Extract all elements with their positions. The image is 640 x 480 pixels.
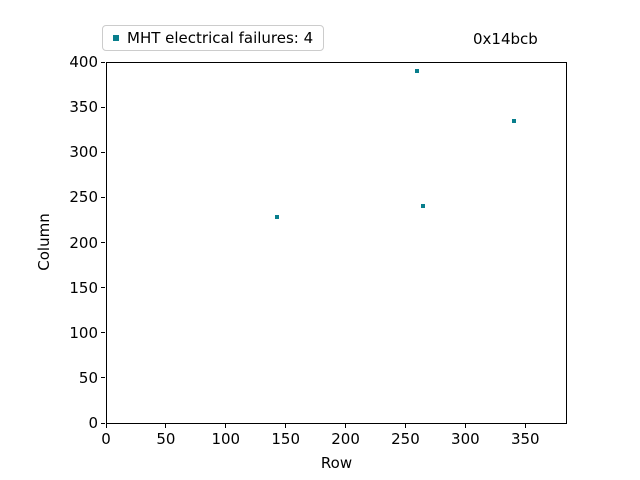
y-axis-label: Column — [35, 213, 53, 271]
x-tick-mark — [165, 424, 167, 428]
x-tick-label: 350 — [510, 430, 540, 448]
y-tick-label: 250 — [69, 188, 98, 207]
y-tick-mark — [101, 61, 105, 63]
y-tick-label: 150 — [69, 278, 98, 297]
annotation-text: 0x14bcb — [473, 30, 538, 48]
data-point — [512, 118, 517, 123]
y-tick-label: 0 — [88, 414, 98, 432]
y-tick-label: 200 — [69, 233, 98, 252]
y-tick-mark — [101, 377, 105, 379]
y-tick-label: 300 — [69, 143, 98, 162]
y-tick-mark — [101, 332, 105, 334]
x-tick-mark — [464, 424, 466, 428]
x-tick-label: 50 — [156, 430, 176, 448]
x-tick-mark — [345, 424, 347, 428]
x-tick-label: 300 — [451, 430, 480, 448]
legend: MHT electrical failures: 4 — [102, 25, 325, 51]
y-tick-label: 400 — [69, 53, 98, 71]
legend-label: MHT electrical failures: 4 — [127, 29, 314, 47]
x-tick-label: 150 — [271, 430, 300, 448]
y-tick-label: 350 — [69, 98, 98, 117]
y-tick-mark — [101, 151, 105, 153]
y-tick-label: 50 — [78, 368, 98, 387]
x-tick-mark — [404, 424, 406, 428]
plot-area — [106, 62, 567, 424]
x-tick-mark — [524, 424, 526, 428]
y-tick-mark — [101, 106, 105, 108]
x-tick-label: 100 — [211, 430, 241, 448]
x-tick-mark — [225, 424, 227, 428]
y-tick-mark — [101, 422, 105, 424]
y-tick-mark — [101, 242, 105, 243]
x-tick-label: 0 — [101, 430, 111, 448]
x-tick-mark — [105, 424, 107, 428]
square-marker-icon — [113, 35, 119, 41]
data-point — [275, 215, 280, 220]
data-point — [421, 204, 426, 209]
y-tick-mark — [101, 287, 105, 289]
x-tick-label: 250 — [391, 430, 420, 448]
data-point — [415, 69, 420, 74]
y-tick-label: 100 — [69, 323, 98, 342]
x-tick-mark — [285, 424, 287, 428]
x-axis-label: Row — [320, 454, 353, 472]
x-tick-label: 200 — [331, 430, 360, 448]
y-tick-mark — [101, 196, 105, 198]
